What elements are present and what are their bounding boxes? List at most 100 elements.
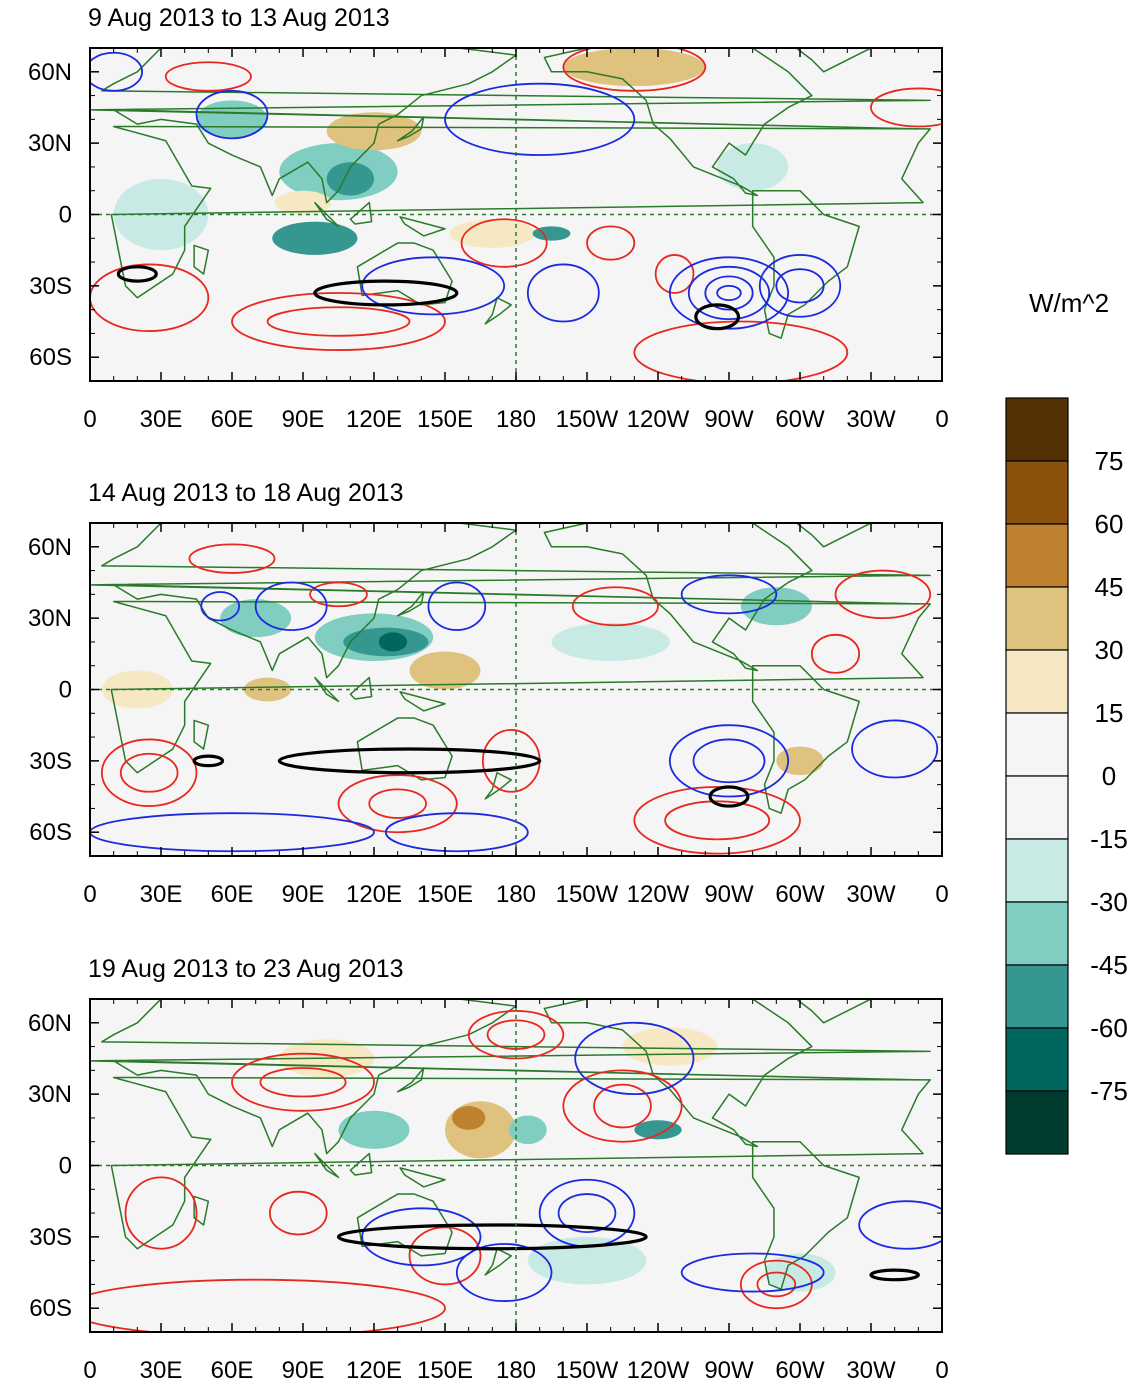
coastline — [484, 772, 513, 800]
colorbar-box — [1005, 1090, 1069, 1155]
colorbar-label: -45 — [1090, 950, 1128, 980]
threshold-contour — [708, 785, 750, 808]
x-tick-label: 90W — [704, 406, 754, 433]
y-tick-label: 30S — [29, 748, 72, 775]
x-tick-label: 0 — [83, 881, 96, 908]
x-tick-label: 120W — [627, 881, 690, 908]
map-panel-3: 19 Aug 2013 to 23 Aug 2013 0 30E 60E 90E 120… — [28, 955, 949, 1384]
threshold-contour — [694, 303, 741, 331]
y-tick-label: 30N — [28, 1081, 72, 1108]
x-tick-label: 150E — [417, 881, 473, 908]
coastline — [543, 523, 813, 672]
shading-layer — [101, 587, 824, 776]
x-tick-label: 90W — [704, 881, 754, 908]
colorbar-box — [1005, 649, 1069, 714]
contour-layer — [90, 543, 939, 855]
anomaly-patch — [634, 1120, 682, 1140]
negative-contour — [704, 275, 754, 311]
coastline — [399, 1167, 446, 1188]
negative-contour — [444, 82, 636, 156]
coastline — [396, 1067, 425, 1093]
positive-contour — [90, 263, 210, 332]
positive-contour — [188, 543, 276, 574]
x-tick-label: 120W — [627, 1357, 690, 1384]
coastline — [751, 1140, 860, 1290]
coastline — [751, 664, 860, 814]
x-tick-label: 180 — [496, 881, 536, 908]
negative-contour — [858, 1200, 942, 1250]
positive-contour — [124, 1176, 198, 1250]
threshold-contour — [116, 265, 158, 283]
y-tick-label: 60S — [29, 344, 72, 371]
y-tick-label: 60N — [28, 59, 72, 86]
positive-contour — [164, 61, 252, 92]
x-tick-label: 30W — [846, 406, 896, 433]
anomaly-patch — [508, 1115, 547, 1145]
coastline — [314, 201, 340, 228]
coastline — [484, 1248, 513, 1276]
positive-contour — [337, 774, 458, 834]
y-tick-label: 30N — [28, 130, 72, 157]
anomaly-patch — [338, 1110, 410, 1149]
anomaly-patch — [527, 1236, 647, 1285]
x-tick-label: 60E — [211, 406, 254, 433]
positive-contour — [810, 633, 861, 674]
positive-contour — [586, 225, 636, 261]
y-tick-label: 60N — [28, 534, 72, 561]
panel-title: 19 Aug 2013 to 23 Aug 2013 — [88, 955, 404, 983]
x-tick-label: 150E — [417, 406, 473, 433]
positive-contour — [368, 788, 427, 819]
negative-contour — [716, 284, 742, 302]
positive-contour — [664, 800, 771, 841]
x-tick-label: 30E — [140, 881, 183, 908]
coastline — [110, 600, 931, 774]
x-tick-label: 0 — [83, 406, 96, 433]
x-tick-label: 60W — [775, 881, 825, 908]
x-tick-label: 90E — [282, 881, 325, 908]
x-tick-label: 30W — [846, 1357, 896, 1384]
colorbar-box — [1005, 460, 1069, 525]
colorbar-label: 45 — [1095, 572, 1124, 602]
x-tick-label: 60W — [775, 406, 825, 433]
positive-contour — [268, 1190, 328, 1236]
negative-contour — [851, 719, 939, 779]
x-tick-label: 90E — [282, 1357, 325, 1384]
positive-contour — [266, 306, 411, 337]
colorbar-label: -75 — [1090, 1076, 1128, 1106]
positive-contour — [633, 320, 849, 381]
axis-ticks: 0 30E 60E 90E 120E 150E 180 150W 120W 90W 60W 30W 0 6… — [28, 523, 949, 908]
colorbar-box — [1005, 838, 1069, 903]
anomaly-patch — [717, 143, 789, 191]
contour-layer — [90, 48, 942, 381]
threshold-contour — [277, 747, 542, 775]
positive-contour — [231, 292, 446, 351]
positive-contour — [562, 1069, 683, 1143]
x-tick-label: 90E — [282, 406, 325, 433]
x-tick-label: 180 — [496, 406, 536, 433]
colorbar-box — [1005, 712, 1069, 777]
x-tick-label: 180 — [496, 1357, 536, 1384]
coastline — [399, 216, 446, 237]
negative-contour — [668, 724, 790, 798]
coastline — [349, 676, 373, 700]
coastline — [396, 591, 425, 617]
axis-ticks: 0 30E 60E 90E 120E 150E 180 150W 120W 90W 60W 30W 0 6… — [28, 48, 949, 433]
negative-contour — [775, 268, 825, 304]
positive-contour — [739, 1259, 813, 1310]
positive-contour — [408, 1226, 482, 1286]
y-tick-label: 60S — [29, 819, 72, 846]
negative-contour — [361, 256, 506, 316]
anomaly-patch — [449, 219, 535, 248]
anomaly-patch — [409, 651, 481, 690]
x-tick-label: 30E — [140, 1357, 183, 1384]
positive-contour — [119, 752, 179, 793]
positive-contour — [100, 738, 198, 807]
colorbar-label: 75 — [1095, 446, 1124, 476]
x-tick-label: 150W — [556, 1357, 619, 1384]
anomaly-patch — [196, 100, 268, 139]
coastline — [193, 1195, 210, 1226]
negative-contour — [557, 1193, 617, 1233]
coastline — [751, 189, 860, 339]
positive-contour — [633, 786, 801, 855]
coastlines — [90, 999, 931, 1290]
